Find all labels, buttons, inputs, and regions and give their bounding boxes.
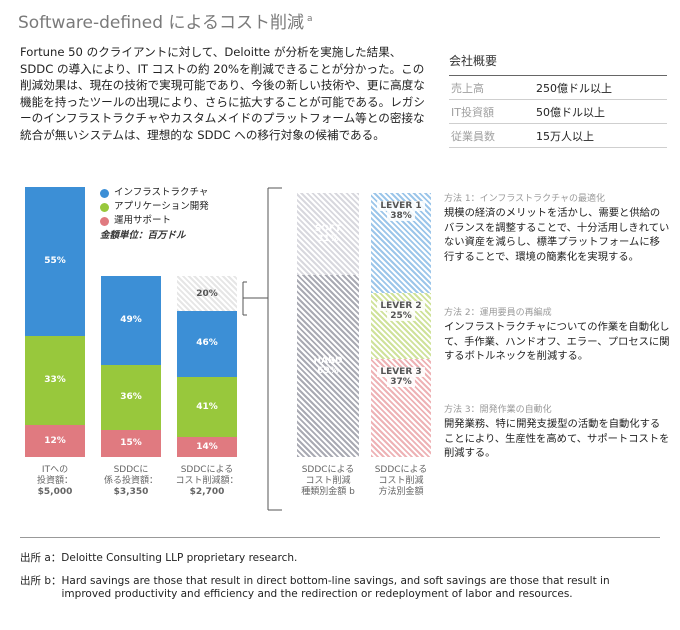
type-label: HARD — [313, 355, 343, 366]
profile-label: 従業員数 — [451, 129, 495, 143]
legend-dot — [100, 188, 109, 198]
footnote-text: Deloitte Consulting LLP proprietary rese… — [61, 552, 298, 564]
method-title: 方法 1：インフラストラクチャの最適化 — [444, 194, 606, 204]
x-label-line: コスト削減 — [305, 476, 351, 486]
chart-legend: インフラストラクチャ アプリケーション開発 運用サポート 金額単位：百万ドル — [100, 186, 209, 243]
x-label-line: 種類別金額 b — [301, 487, 355, 497]
type-label: SOFT — [314, 223, 342, 234]
legend-item: インフラストラクチャ — [100, 186, 209, 200]
x-label-line: $2,700 — [189, 487, 225, 497]
footnote-b: 出所 b： Hard savings are those that result … — [20, 575, 660, 601]
bar-segment: 36% — [101, 364, 161, 430]
legend-item: アプリケーション開発 — [100, 200, 209, 214]
profile-row: 売上高 250億ドル以上 — [449, 76, 667, 100]
lever-segment: LEVER 3 37% — [371, 359, 431, 457]
lever3-green-band — [371, 359, 431, 404]
savings-segment: 20% — [177, 276, 237, 312]
lever-label: LEVER 3 — [377, 367, 425, 378]
x-label-line: コスト削減 — [378, 476, 424, 486]
lever-value: 38% — [387, 211, 415, 221]
profile-heading: 会社概要 — [449, 52, 667, 76]
footnote-label: 出所 b： — [20, 575, 62, 587]
x-label-line: 係る投資額： — [103, 476, 158, 486]
x-axis-label: SDDCによる コスト削減 方法別金額 — [360, 465, 442, 498]
profile-label: IT投資額 — [451, 105, 494, 119]
x-label-line: ITへの — [41, 465, 69, 475]
bar-segment: 41% — [177, 376, 237, 437]
profile-row: 従業員数 15万人以上 — [449, 124, 667, 148]
type-segment: SOFT 31% — [297, 193, 359, 275]
profile-value: 15万人以上 — [536, 129, 594, 143]
unit-label: 金額単位：百万ドル — [100, 230, 186, 241]
lever-segment: LEVER 2 25% — [371, 293, 431, 360]
x-axis-label: SDDCによる コスト削減額： $2,700 — [171, 465, 243, 498]
type-value: 69% — [317, 365, 339, 376]
lever-label: LEVER 1 — [377, 201, 425, 211]
company-profile-table: 会社概要 売上高 250億ドル以上 IT投資額 50億ドル以上 従業員数 15万… — [449, 52, 667, 148]
footnote-ref: a — [306, 14, 313, 25]
bar-segment: 55% — [25, 187, 85, 336]
legend-dot — [100, 216, 109, 226]
x-label-line: 投資額： — [36, 476, 73, 486]
legend-item: 運用サポート — [100, 214, 209, 228]
x-label-line: 方法別金額 — [378, 487, 424, 497]
bar-segment: 15% — [101, 429, 161, 457]
x-label-line: SDDCに — [113, 465, 149, 475]
legend-dot — [100, 202, 109, 212]
method-title: 方法 3：開発作業の自動化 — [444, 405, 552, 415]
x-axis-label: SDDCに 係る投資額： $3,350 — [95, 465, 167, 498]
method-body: 規模の経済のメリットを活かし、需要と供給のバランスを調整することで、十分活用しき… — [444, 207, 670, 263]
bar-segment: 33% — [25, 335, 85, 425]
footnote-a: 出所 a：Deloitte Consulting LLP proprietary… — [20, 552, 660, 565]
type-segment: HARD 69% — [297, 274, 359, 457]
lever-label: LEVER 2 — [377, 301, 425, 312]
intro-paragraph: Fortune 50 のクライアントに対して、Deloitte が分析を実施した… — [20, 45, 425, 142]
x-label-line: コスト削減額： — [175, 476, 239, 486]
x-axis-label: ITへの 投資額： $5,000 — [19, 465, 91, 498]
bar-segment: 46% — [177, 309, 237, 377]
bar-segment: 12% — [25, 424, 85, 457]
x-label-line: $3,350 — [113, 487, 149, 497]
footnote-text: Hard savings are those that result in di… — [61, 575, 610, 600]
method-1: 方法 1：インフラストラクチャの最適化 規模の経済のメリットを活かし、需要と供給… — [444, 193, 670, 264]
lever-value: 25% — [387, 311, 415, 322]
page-title: Software-defined によるコスト削減 a — [18, 13, 313, 33]
lever-value: 37% — [387, 377, 415, 388]
x-label-line: SDDCによる — [301, 465, 355, 475]
footnote-label: 出所 a： — [20, 552, 62, 564]
profile-value: 50億ドル以上 — [536, 105, 605, 119]
method-body: 開発業務、特に開発支援型の活動を自動化することにより、生産性を高めて、サポートコ… — [444, 418, 670, 459]
method-3: 方法 3：開発作業の自動化 開発業務、特に開発支援型の活動を自動化することにより… — [444, 404, 670, 461]
x-label-line: SDDCによる — [180, 465, 234, 475]
type-value: 31% — [317, 233, 339, 244]
bar-segment: 14% — [177, 436, 237, 457]
profile-row: IT投資額 50億ドル以上 — [449, 100, 667, 124]
x-axis-label: SDDCによる コスト削減 種類別金額 b — [285, 465, 371, 498]
profile-label: 売上高 — [451, 81, 484, 95]
footnote-divider — [20, 537, 660, 538]
method-title: 方法 2：運用要員の再編成 — [444, 308, 552, 318]
profile-value: 250億ドル以上 — [536, 81, 612, 95]
x-label-line: SDDCによる — [374, 465, 428, 475]
method-2: 方法 2：運用要員の再編成 インフラストラクチャについての作業を自動化して、手作… — [444, 307, 670, 364]
x-label-line: $5,000 — [37, 487, 73, 497]
method-body: インフラストラクチャについての作業を自動化して、手作業、ハンドオフ、エラー、プロ… — [444, 321, 670, 362]
bar-segment: 49% — [101, 276, 161, 365]
lever-segment: LEVER 1 38% — [371, 193, 431, 294]
